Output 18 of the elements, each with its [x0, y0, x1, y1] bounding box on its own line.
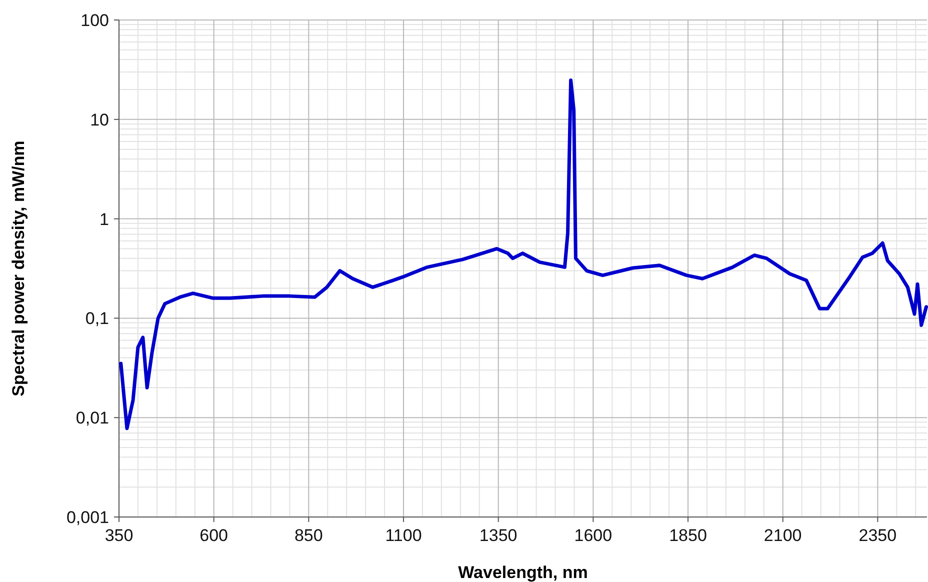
x-tick-label: 600	[200, 526, 228, 545]
y-tick-label: 0,1	[85, 309, 109, 328]
x-tick-label: 2100	[764, 526, 802, 545]
x-tick-label: 1350	[479, 526, 518, 545]
x-tick-label: 1850	[669, 526, 707, 545]
y-tick-label: 100	[80, 10, 109, 30]
y-tick-label: 10	[90, 110, 109, 130]
line-series	[119, 78, 928, 430]
x-tick-label: 1600	[574, 526, 612, 545]
x-tick-label: 1100	[385, 526, 422, 545]
x-tick-label: 350	[104, 526, 134, 545]
x-tick-label: 850	[294, 526, 323, 545]
x-tick-label: 2350	[858, 526, 897, 545]
x-axis-title: Wavelength, nm	[458, 563, 588, 582]
y-tick-label: 0,01	[76, 408, 109, 428]
y-tick-label: 1	[100, 210, 109, 229]
y-axis-title: Spectral power density, mW/nm	[9, 140, 28, 396]
y-tick-label: 0,001	[66, 508, 109, 527]
